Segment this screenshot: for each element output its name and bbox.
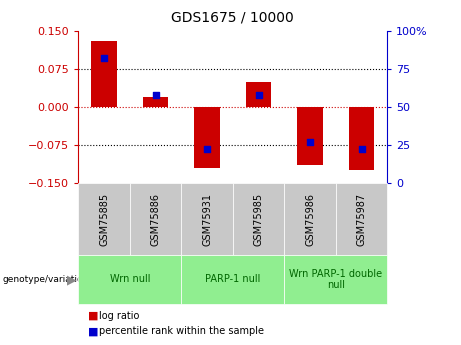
Text: ■: ■: [88, 326, 98, 336]
Text: percentile rank within the sample: percentile rank within the sample: [99, 326, 264, 336]
Text: GDS1675 / 10000: GDS1675 / 10000: [171, 10, 294, 24]
Text: GSM75886: GSM75886: [151, 193, 160, 246]
Point: [100, 56, 108, 61]
Bar: [91, 41, 117, 107]
Text: PARP-1 null: PARP-1 null: [205, 275, 260, 284]
Point: [358, 147, 365, 152]
Bar: [349, 107, 374, 170]
Text: ▶: ▶: [67, 273, 76, 286]
Bar: [194, 107, 220, 168]
Text: GSM75986: GSM75986: [305, 193, 315, 246]
Point: [203, 147, 211, 152]
Text: GSM75885: GSM75885: [99, 193, 109, 246]
Text: genotype/variation: genotype/variation: [2, 275, 89, 284]
Text: Wrn PARP-1 double
null: Wrn PARP-1 double null: [289, 269, 382, 290]
Text: GSM75931: GSM75931: [202, 193, 212, 246]
Point: [306, 139, 313, 145]
Point: [255, 92, 262, 98]
Text: Wrn null: Wrn null: [110, 275, 150, 284]
Text: ■: ■: [88, 311, 98, 321]
Text: GSM75985: GSM75985: [254, 193, 264, 246]
Text: log ratio: log ratio: [99, 311, 140, 321]
Bar: [143, 97, 168, 107]
Point: [152, 92, 160, 98]
Text: GSM75987: GSM75987: [356, 193, 366, 246]
Bar: [246, 82, 272, 107]
Bar: [297, 107, 323, 165]
